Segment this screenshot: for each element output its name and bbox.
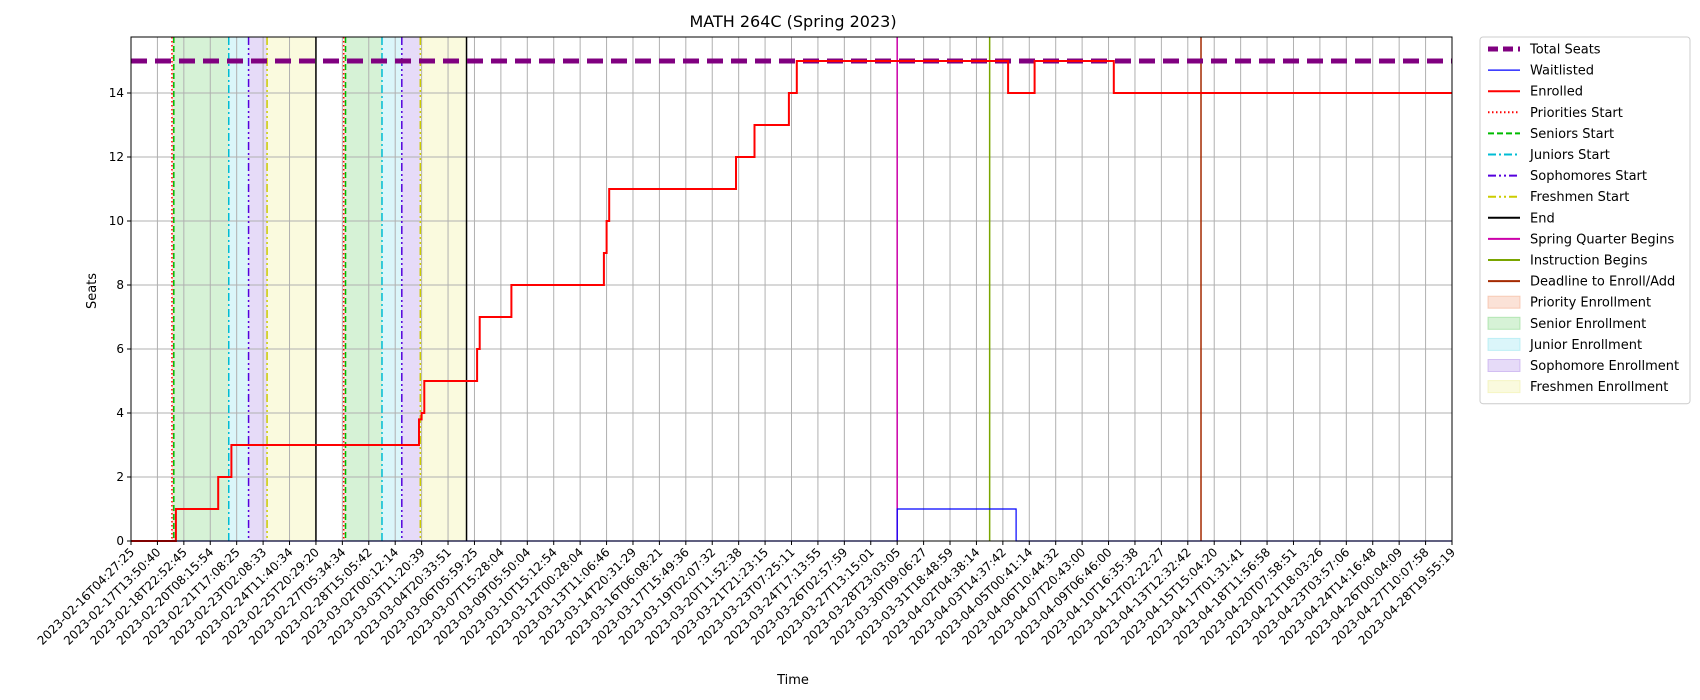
grid-lines xyxy=(130,37,1453,542)
y-tick-label: 14 xyxy=(109,86,124,100)
y-tick-label: 0 xyxy=(116,534,124,548)
enrollment-regions xyxy=(171,37,467,541)
x-axis-label: Time xyxy=(776,673,809,688)
legend: Total Seats Waitlisted Enrolled Priorities … xyxy=(1479,36,1691,405)
legend-label: Sophomore Enrollment xyxy=(1530,359,1679,374)
y-axis-label: Seats xyxy=(85,273,100,309)
region-span xyxy=(345,37,382,541)
legend-swatch xyxy=(1487,337,1521,351)
legend-label: End xyxy=(1530,211,1555,226)
legend-label: Junior Enrollment xyxy=(1529,338,1642,353)
legend-label: Senior Enrollment xyxy=(1530,317,1646,332)
chart-title: MATH 264C (Spring 2023) xyxy=(689,12,896,31)
legend-label: Enrolled xyxy=(1530,85,1583,100)
y-tick-label: 6 xyxy=(116,342,124,356)
y-tick-label: 4 xyxy=(116,406,124,420)
region-span xyxy=(173,37,229,541)
x-axis-ticks: 2023-02-16T04:27:252023-02-17T13:50:4020… xyxy=(35,541,1458,648)
legend-swatch xyxy=(1487,380,1521,394)
y-tick-label: 8 xyxy=(116,278,124,292)
region-span xyxy=(228,37,249,541)
region-span xyxy=(343,37,346,541)
legend-label: Sophomores Start xyxy=(1530,169,1647,184)
y-tick-label: 12 xyxy=(109,150,124,164)
legend-swatch xyxy=(1487,295,1521,309)
legend-label: Instruction Begins xyxy=(1530,254,1648,269)
legend-label: Priority Enrollment xyxy=(1530,296,1651,311)
legend-label: Deadline to Enroll/Add xyxy=(1530,275,1675,290)
legend-label: Freshmen Start xyxy=(1530,190,1629,205)
region-span xyxy=(420,37,467,541)
region-span xyxy=(267,37,316,541)
legend-swatch xyxy=(1487,316,1521,330)
legend-label: Juniors Start xyxy=(1529,148,1610,163)
legend-box xyxy=(1479,36,1691,405)
legend-label: Spring Quarter Begins xyxy=(1530,232,1674,247)
event-lines xyxy=(171,37,1202,541)
y-tick-label: 2 xyxy=(116,470,124,484)
y-tick-label: 10 xyxy=(109,214,124,228)
legend-label: Freshmen Enrollment xyxy=(1530,380,1668,395)
legend-label: Seniors Start xyxy=(1530,127,1614,142)
legend-label: Priorities Start xyxy=(1530,106,1623,121)
y-axis-ticks: 0 2 4 6 8 10 12 14 xyxy=(109,86,131,548)
legend-label: Total Seats xyxy=(1529,43,1601,58)
region-span xyxy=(171,37,174,541)
region-span xyxy=(401,37,421,541)
series-line xyxy=(131,60,1452,542)
region-span xyxy=(248,37,268,541)
legend-label: Waitlisted xyxy=(1530,64,1594,79)
region-span xyxy=(381,37,402,541)
legend-swatch xyxy=(1487,359,1521,372)
